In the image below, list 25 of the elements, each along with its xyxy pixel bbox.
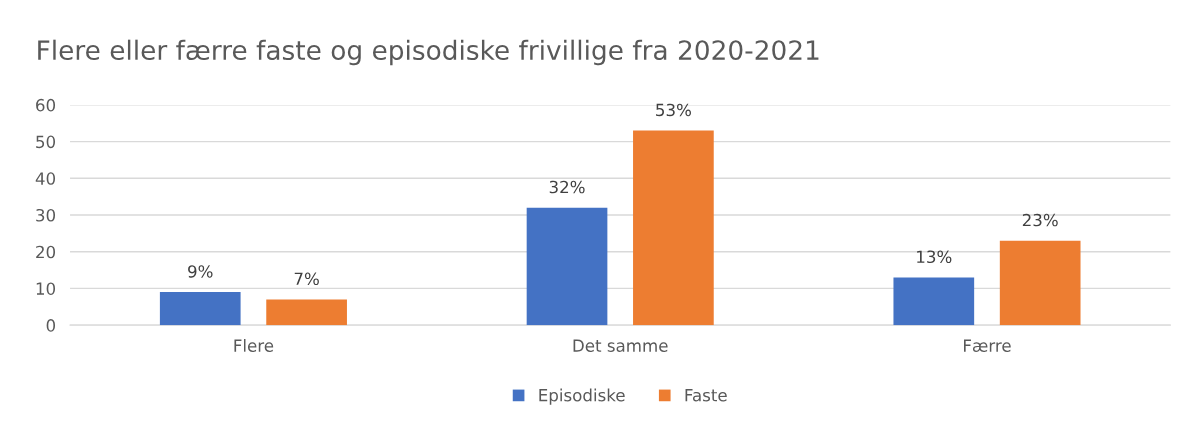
x-tick-label: Færre [964, 339, 1011, 352]
x-tick-label: Flere [234, 339, 274, 352]
y-tick-label: 0 [46, 319, 56, 332]
y-tick-label: 10 [36, 282, 56, 295]
bar [266, 299, 347, 326]
bar [526, 207, 608, 326]
bar [999, 240, 1081, 326]
data-label: 7% [294, 272, 319, 286]
bar [633, 130, 714, 326]
y-tick-label: 60 [36, 98, 56, 112]
data-label: 23% [1022, 213, 1058, 227]
legend-label: Faste [685, 389, 727, 402]
data-label: 53% [656, 103, 691, 117]
x-tick-label: Det samme [573, 339, 668, 352]
y-tick-label: 30 [36, 208, 56, 222]
y-tick-label: 50 [36, 135, 56, 149]
bar [893, 277, 975, 326]
chart-title: Flere eller færre faste og episodiske frivillige fra 2020-2021 [38, 39, 819, 66]
legend-label: Episodiske [539, 388, 625, 405]
bar [159, 292, 241, 326]
y-tick-label: 20 [36, 245, 56, 259]
y-tick-label: 40 [35, 172, 56, 185]
data-label: 32% [549, 180, 585, 194]
data-label: 13% [917, 250, 952, 264]
data-label: 9% [188, 265, 213, 278]
